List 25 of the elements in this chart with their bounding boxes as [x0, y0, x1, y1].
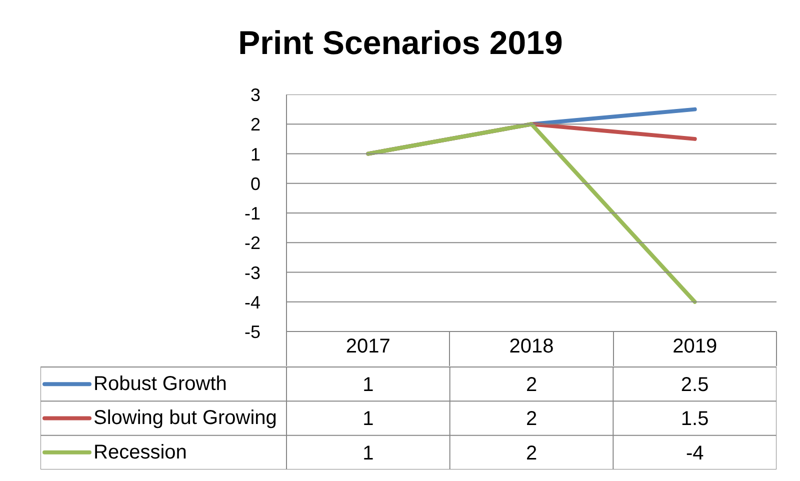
- data-label: 1: [362, 408, 374, 430]
- data-label: 2: [526, 374, 538, 396]
- data-label: 1.5: [680, 408, 709, 430]
- data-label: -4: [686, 442, 704, 464]
- data-label: 2.5: [680, 374, 709, 396]
- data-label: 2: [526, 408, 538, 430]
- x-tick-label: 2018: [509, 336, 554, 358]
- y-tick-label: 3: [250, 85, 261, 105]
- y-tick-label: 1: [250, 144, 261, 164]
- legend-label: Robust Growth: [94, 373, 227, 396]
- legend-label: Slowing but Growing: [94, 407, 277, 430]
- chart-title: Print Scenarios 2019: [238, 24, 563, 61]
- y-tick-label: 0: [250, 174, 261, 194]
- x-tick-label: 2019: [672, 336, 718, 358]
- y-tick-label: -2: [244, 233, 261, 254]
- y-tick-label: 2: [250, 114, 261, 135]
- data-label: 1: [362, 374, 374, 396]
- y-tick-label: -4: [244, 292, 261, 312]
- data-label: 1: [362, 442, 374, 464]
- legend-label: Recession: [94, 441, 187, 464]
- y-tick-label: -3: [244, 262, 261, 283]
- y-tick-label: -1: [244, 204, 261, 224]
- x-tick-label: 2017: [346, 336, 390, 358]
- data-label: 2: [526, 442, 538, 464]
- y-tick-label: -5: [244, 322, 261, 342]
